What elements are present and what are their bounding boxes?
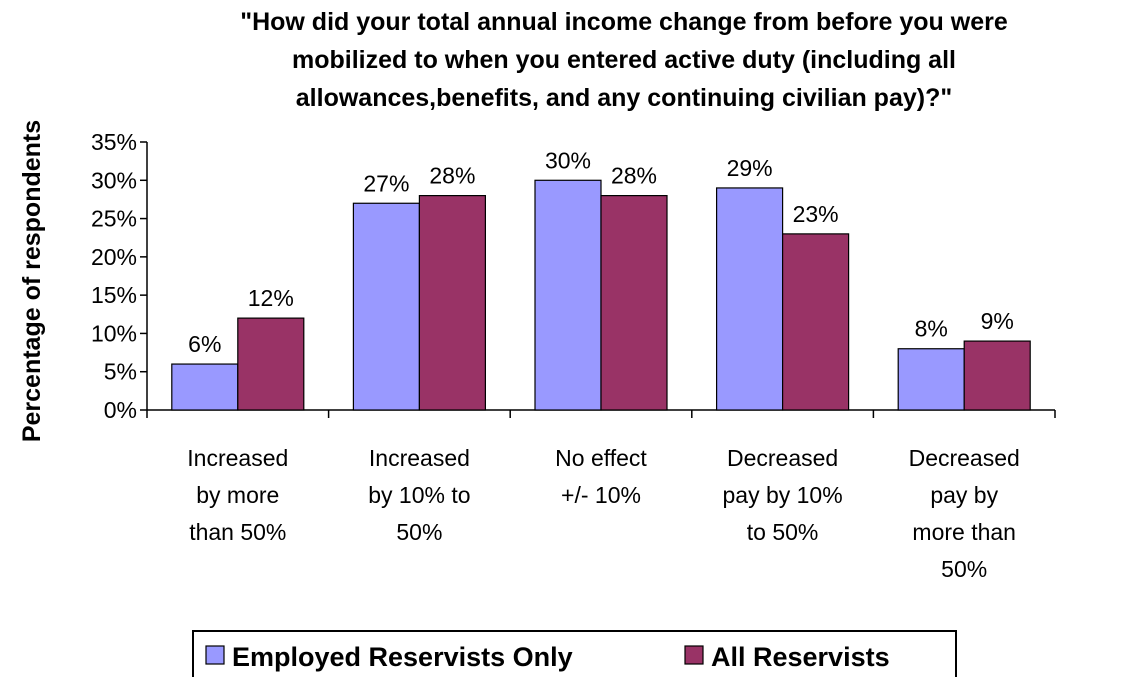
bar-employed-reservists — [897, 348, 965, 411]
bar-all-reservists — [781, 233, 850, 411]
y-tick-label: 25% — [91, 206, 137, 232]
y-tick-label: 15% — [91, 282, 137, 308]
y-tick-label: 20% — [91, 244, 137, 270]
bar-employed-reservists — [171, 363, 239, 411]
y-tick-label: 35% — [91, 129, 137, 155]
legend-swatch — [205, 645, 225, 665]
bar-all-reservists — [600, 195, 668, 411]
data-label: 12% — [248, 285, 294, 311]
category-label: No effect — [555, 445, 647, 471]
data-label: 30% — [545, 147, 591, 173]
category-label: Decreased — [909, 445, 1020, 471]
y-tick-label: 5% — [104, 359, 137, 385]
y-tick-label: 10% — [91, 320, 137, 346]
bar-all-reservists — [418, 195, 486, 411]
data-labels: 6% 12% 27% 28% 30% 28% 29% 23% 8% 9% — [188, 147, 1014, 357]
category-labels: Increased by more than 50% Increased by 10% … — [187, 445, 1020, 582]
data-label: 27% — [363, 170, 409, 196]
category-label: pay by 10% — [722, 482, 842, 508]
legend-box — [192, 630, 957, 677]
data-label: 6% — [188, 331, 221, 357]
bar-all-reservists — [237, 317, 305, 411]
data-label: 23% — [793, 201, 839, 227]
data-label: 9% — [981, 308, 1014, 334]
category-label: Increased — [187, 445, 288, 471]
axes: 0% 5% 10% 15% 20% 25% 30% 35% — [91, 129, 1056, 423]
bar-all-reservists — [963, 340, 1031, 411]
y-tick-label: 30% — [91, 167, 137, 193]
bars — [171, 179, 1031, 411]
chart-title-line: allowances,benefits, and any continuing … — [296, 84, 952, 112]
legend-label: Employed Reservists Only — [232, 642, 573, 672]
category-label: to 50% — [747, 519, 819, 545]
chart-title: "How did your total annual income change… — [240, 8, 1008, 112]
category-label: pay by — [930, 482, 998, 508]
y-axis-label-group: Percentage of respondents — [18, 120, 46, 442]
category-label: 50% — [941, 556, 987, 582]
bar-employed-reservists — [534, 179, 602, 411]
y-tick-label: 0% — [104, 397, 137, 423]
category-label: by more — [196, 482, 279, 508]
chart-title-line: "How did your total annual income change… — [240, 8, 1008, 36]
y-axis-label: Percentage of respondents — [18, 120, 46, 442]
legend: Employed Reservists Only All Reservists — [192, 630, 957, 677]
category-label: Increased — [369, 445, 470, 471]
category-label: more than — [912, 519, 1016, 545]
category-label: 50% — [396, 519, 442, 545]
category-label: than 50% — [189, 519, 286, 545]
data-label: 29% — [727, 155, 773, 181]
category-label: Decreased — [727, 445, 838, 471]
legend-label: All Reservists — [711, 642, 890, 672]
bar-employed-reservists — [352, 202, 420, 411]
category-label: by 10% to — [368, 482, 470, 508]
chart-title-line: mobilized to when you entered active dut… — [292, 46, 956, 74]
bar-employed-reservists — [715, 187, 784, 411]
category-label: +/- 10% — [561, 482, 641, 508]
data-label: 8% — [915, 316, 948, 342]
legend-swatch — [684, 645, 704, 665]
data-label: 28% — [611, 163, 657, 189]
data-label: 28% — [429, 163, 475, 189]
